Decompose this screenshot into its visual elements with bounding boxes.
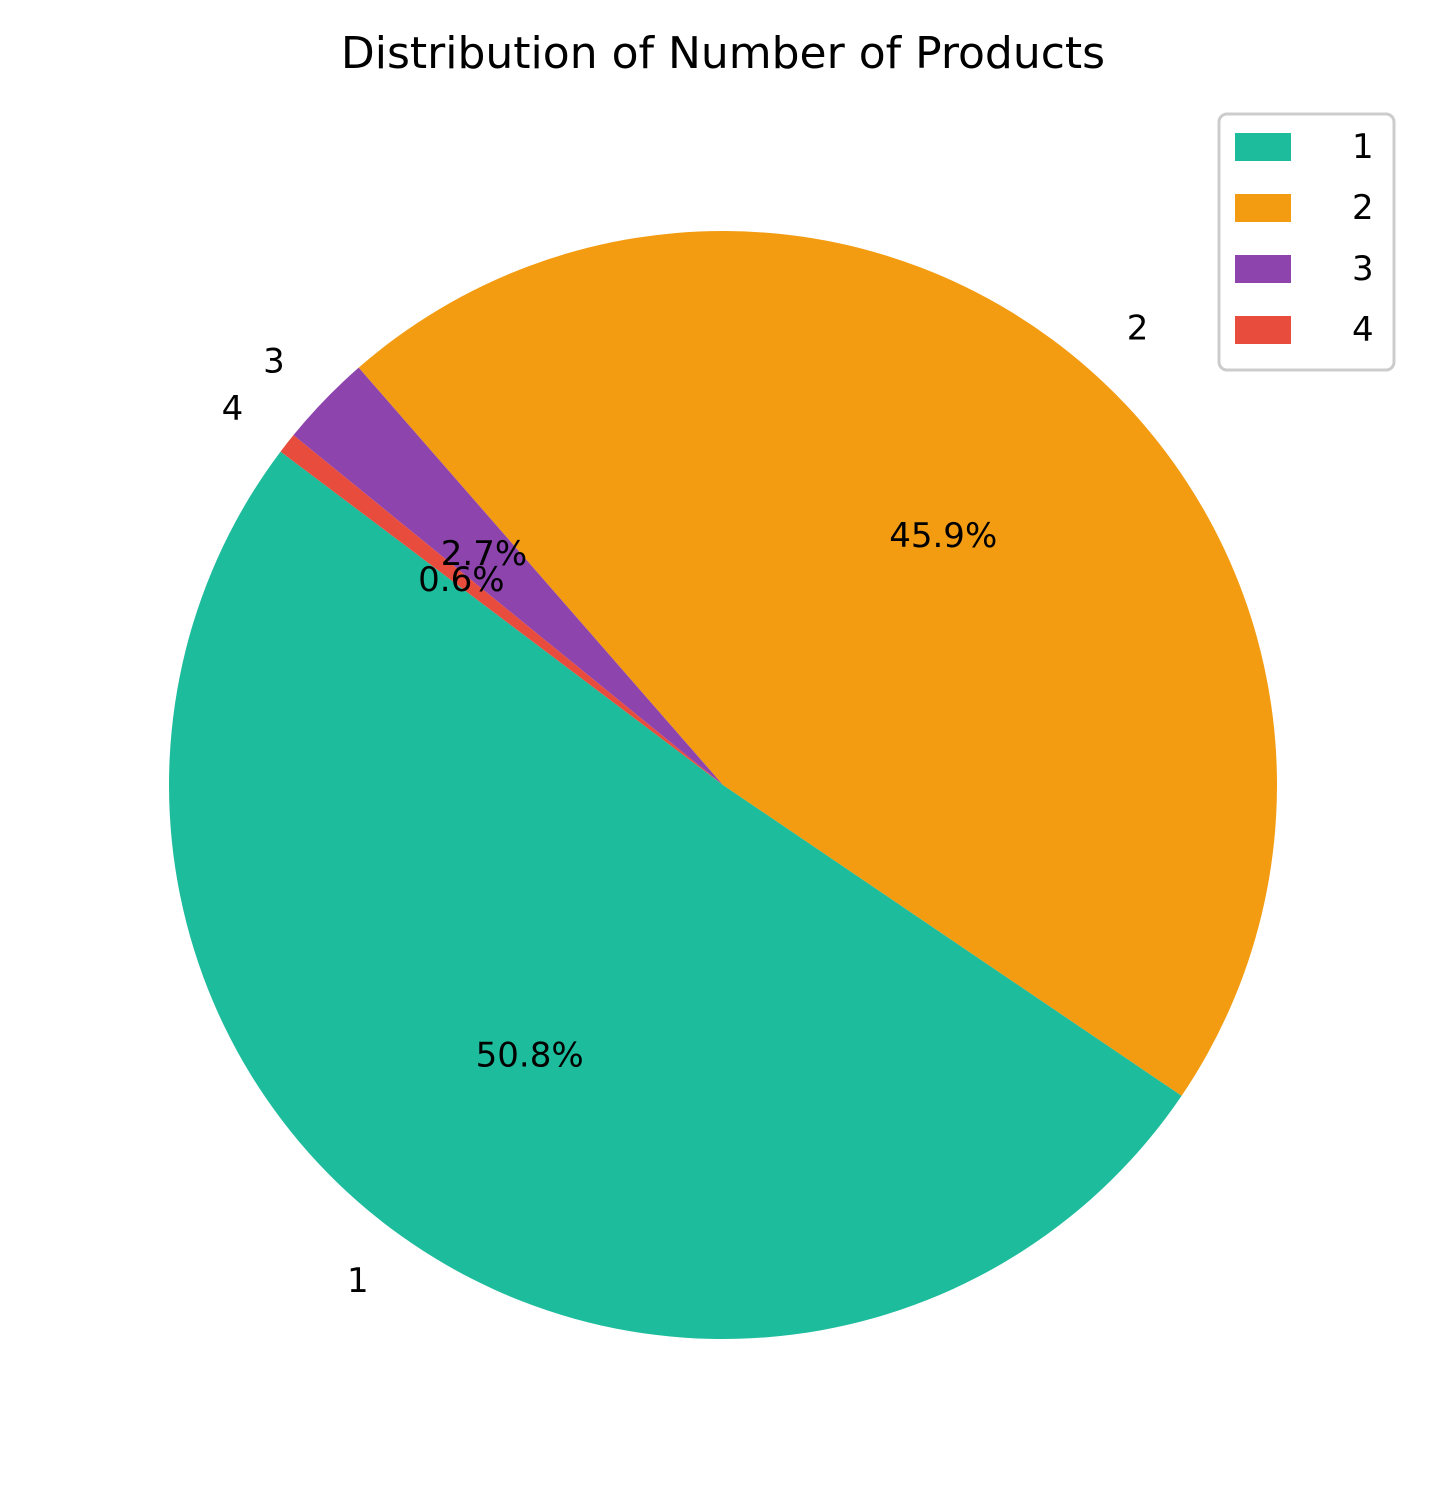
- pie-percent-label: 2.7%: [441, 534, 527, 574]
- pie-percent-labels: 50.8% 45.9% 2.7%0.6%: [418, 516, 997, 1075]
- legend-entries: 1 2 3 4: [1235, 127, 1374, 350]
- pie-slice-4: [280, 435, 723, 785]
- legend-label: 3: [1352, 249, 1374, 289]
- pie-category-label: 1: [347, 1261, 369, 1301]
- pie-percent-label: 45.9%: [889, 516, 997, 556]
- legend-swatch: [1235, 255, 1291, 283]
- legend-label: 1: [1352, 127, 1374, 167]
- legend-label: 2: [1352, 188, 1374, 228]
- pie-category-label: 3: [263, 342, 285, 382]
- pie-slice-2: [358, 231, 1277, 1096]
- legend-swatch: [1235, 133, 1291, 161]
- legend-swatch: [1235, 316, 1291, 344]
- pie-category-label: 4: [222, 389, 244, 429]
- legend-label: 4: [1352, 310, 1374, 350]
- pie-category-labels: 1 2 34: [222, 309, 1149, 1301]
- legend: 1 2 3 4: [1217, 112, 1396, 372]
- pie-category-label: 2: [1127, 309, 1149, 349]
- pie-slice-1: [168, 451, 1182, 1340]
- chart-title: Distribution of Number of Products: [341, 28, 1105, 79]
- legend-frame: [1217, 112, 1396, 372]
- pie-slices: [168, 231, 1277, 1340]
- legend-swatch: [1235, 194, 1291, 222]
- pie-percent-label: 50.8%: [476, 1035, 584, 1075]
- pie-slice-3: [293, 367, 723, 785]
- pie-percent-label: 0.6%: [418, 560, 504, 600]
